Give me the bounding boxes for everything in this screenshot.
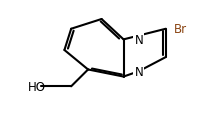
Text: N: N: [134, 65, 143, 78]
Text: HO: HO: [28, 80, 46, 93]
Text: N: N: [134, 34, 143, 47]
Text: Br: Br: [174, 23, 187, 36]
